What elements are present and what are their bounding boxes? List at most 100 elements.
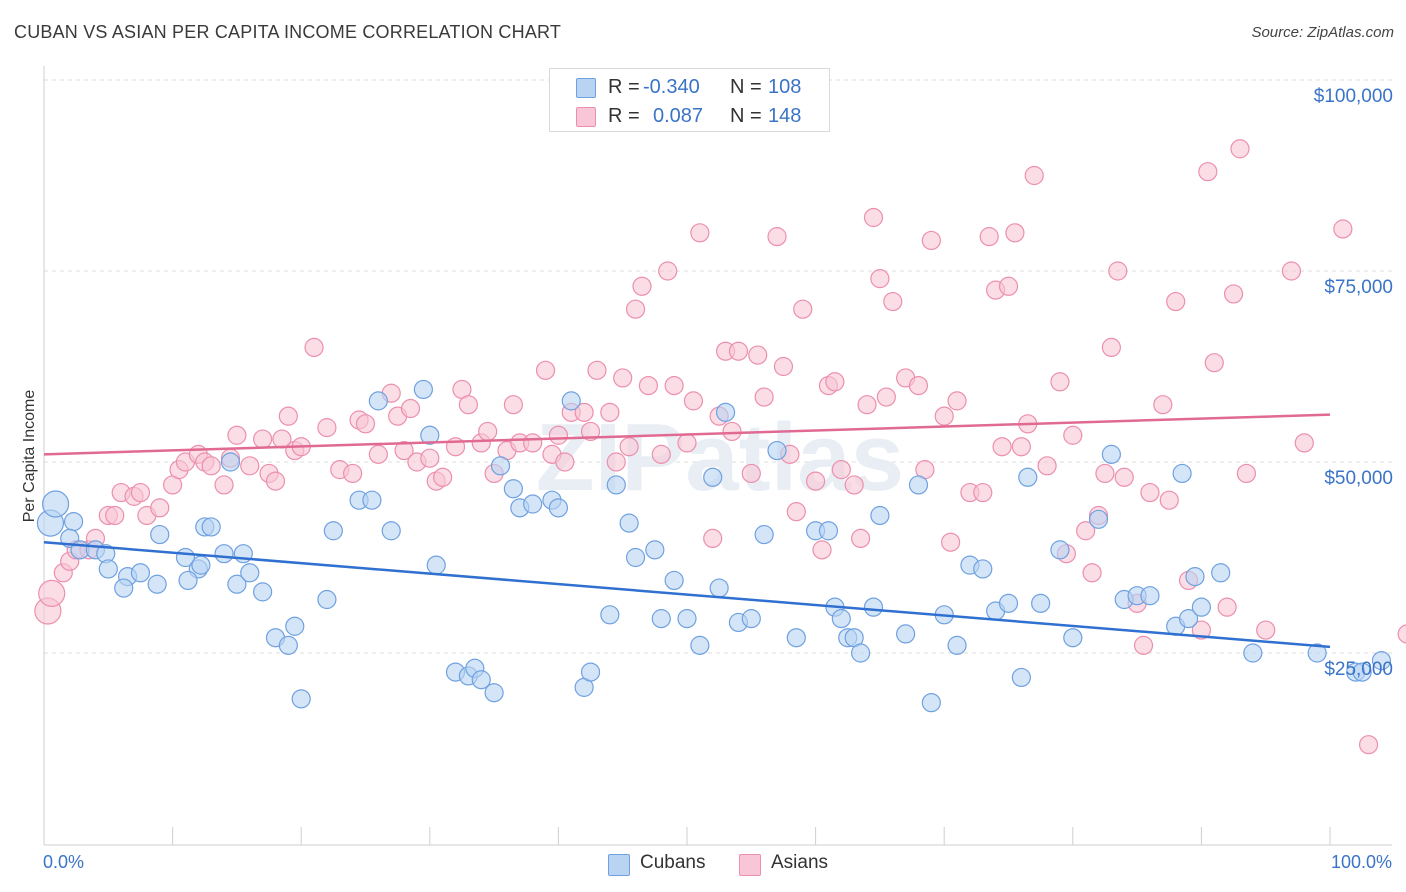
asians-point <box>941 532 961 552</box>
cubans-point <box>677 609 697 629</box>
asians-point <box>998 276 1019 296</box>
cubans-point <box>426 555 446 575</box>
asians-point <box>722 421 742 442</box>
asians-point <box>523 433 543 453</box>
cubans-point <box>606 475 626 495</box>
cubans-point <box>703 467 723 487</box>
asians-point <box>555 452 575 472</box>
asians-point <box>130 482 151 503</box>
asians-point <box>658 261 678 281</box>
cubans-point <box>147 574 167 594</box>
cubans-point <box>947 635 967 655</box>
asians-point <box>863 207 884 228</box>
asians-point <box>754 387 774 407</box>
asians-point <box>253 429 273 449</box>
cubans-point <box>1172 463 1192 484</box>
stats-row-cubans: R = -0.340 N = 108 <box>550 73 829 103</box>
legend-label-asians: Asians <box>771 852 829 873</box>
y-tick-100000: $100,000 <box>1313 86 1393 107</box>
asians-point <box>368 444 388 464</box>
asians-point <box>214 475 234 495</box>
asians-point <box>857 395 877 415</box>
asians-point <box>1256 620 1276 640</box>
cubans-point <box>1243 643 1263 663</box>
asians-point <box>1223 284 1244 304</box>
asians-point <box>1198 162 1218 182</box>
asians-point <box>150 498 170 518</box>
asians-point <box>1005 223 1025 243</box>
cubans-point <box>253 582 273 602</box>
asians-point <box>535 360 556 380</box>
cubans-point <box>178 570 198 591</box>
cubans-point <box>715 402 736 422</box>
asians-point <box>1159 490 1179 510</box>
asians-point <box>265 471 286 491</box>
cubans-point <box>214 544 234 564</box>
cubans-point <box>278 635 298 655</box>
cubans-point <box>1088 509 1109 529</box>
cubans-point <box>973 559 993 579</box>
asians-point <box>992 437 1012 457</box>
cubans-point <box>767 440 787 461</box>
source-label: Source: ZipAtlas.com <box>1251 24 1394 41</box>
cubans-point <box>1307 643 1327 663</box>
cubans-point <box>908 475 929 495</box>
asians-point <box>1133 635 1154 655</box>
cubans-point <box>420 425 440 445</box>
asians-point <box>201 456 221 476</box>
cubans-point <box>191 555 211 575</box>
cubans-point <box>1063 628 1083 648</box>
asians-point <box>1153 395 1173 415</box>
cubans-point <box>471 670 491 690</box>
asians-point <box>831 460 851 480</box>
r-label: R = <box>608 105 640 127</box>
asians-point <box>1108 261 1128 281</box>
trend-lines <box>43 413 1331 649</box>
cubans-point <box>317 589 337 610</box>
asians-point <box>478 421 498 442</box>
asians-point <box>1037 456 1057 476</box>
asians-point <box>38 579 66 608</box>
cubans-point <box>503 479 523 499</box>
cubans-point <box>664 570 684 591</box>
asians-point <box>851 528 871 549</box>
asians-point <box>1076 521 1096 541</box>
cubans-point <box>150 524 170 545</box>
asians-point <box>1236 463 1257 484</box>
cubans-point <box>1371 651 1392 671</box>
asians-point <box>1095 463 1115 484</box>
asians-point <box>703 528 723 549</box>
cubans-point <box>362 490 382 510</box>
asians-point <box>503 395 523 415</box>
cubans-point <box>896 624 916 644</box>
n-label: N = <box>730 105 762 127</box>
cubans-point <box>1211 563 1231 583</box>
cubans-point <box>201 517 221 537</box>
cubans-point <box>831 609 851 629</box>
asians-point <box>677 433 697 453</box>
asians-point <box>1101 337 1121 357</box>
asians-point <box>1333 219 1353 239</box>
asians-point <box>947 391 967 411</box>
cubans-point <box>484 683 504 703</box>
cubans-point <box>1101 444 1121 464</box>
asians-point <box>1011 437 1031 457</box>
asians-point <box>606 452 626 472</box>
asians-point <box>580 421 601 442</box>
asians-point <box>1281 261 1302 281</box>
cubans-point <box>851 643 871 663</box>
asians-point <box>1358 735 1379 755</box>
cubans-point <box>323 521 343 541</box>
asians-point <box>587 360 607 380</box>
asians-point <box>625 299 646 319</box>
cubans-legend-swatch <box>608 854 630 876</box>
asians-point <box>1063 425 1083 445</box>
asians-point <box>632 276 652 296</box>
asians-point <box>844 475 864 495</box>
asians-point <box>600 402 620 422</box>
asians-point <box>420 448 440 468</box>
asians-point <box>934 406 954 426</box>
cubans-point <box>580 662 601 682</box>
cubans-point <box>741 609 761 629</box>
asians-point <box>1024 165 1044 186</box>
